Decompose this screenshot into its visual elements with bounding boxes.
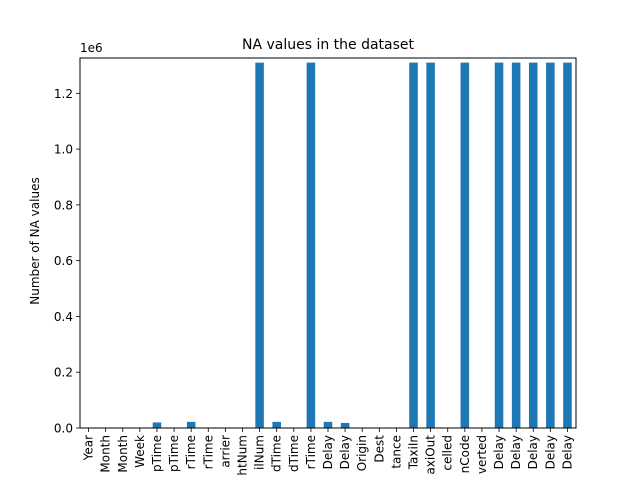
bar xyxy=(511,62,521,428)
x-tick-label: TaxiIn xyxy=(407,435,421,470)
y-tick-label: 1.2 xyxy=(54,87,73,101)
x-tick-label: Delay xyxy=(321,435,335,469)
x-tick-label: ilNum xyxy=(253,435,267,470)
bar xyxy=(426,62,435,428)
bar xyxy=(306,62,316,428)
y-scale-label: 1e6 xyxy=(80,41,103,55)
x-tick-label: rTime xyxy=(201,435,215,469)
x-tick-label: celled xyxy=(441,435,455,471)
x-tick-label: Delay xyxy=(560,435,574,469)
x-tick-label: arrier xyxy=(218,435,232,468)
x-tick-label: Delay xyxy=(338,435,352,469)
x-tick-label: rTime xyxy=(304,435,318,469)
bar xyxy=(340,422,350,428)
bar xyxy=(272,421,281,428)
bar xyxy=(255,62,264,428)
x-tick-label: axiOut xyxy=(424,435,438,475)
x-tick-label: nCode xyxy=(458,435,472,473)
bar xyxy=(186,421,196,428)
x-tick-label: Dest xyxy=(372,435,386,463)
bar xyxy=(460,62,470,428)
x-tick-label: Delay xyxy=(543,435,557,469)
plot-frame xyxy=(79,57,577,429)
x-tick-label: pTime xyxy=(167,435,181,472)
chart-title: NA values in the dataset xyxy=(242,37,415,53)
y-tick-label: 0.2 xyxy=(54,366,73,380)
x-tick-label: pTime xyxy=(150,435,164,472)
x-tick-label: Week xyxy=(133,435,147,468)
bar xyxy=(494,62,504,428)
x-tick-label: htNum xyxy=(235,435,249,476)
x-tick-label: Month xyxy=(116,435,130,473)
x-tick-label: Origin xyxy=(355,435,369,471)
bar xyxy=(546,62,555,428)
x-tick-label: dTime xyxy=(287,435,301,472)
bar xyxy=(409,62,418,428)
y-axis-label: Number of NA values xyxy=(28,177,42,304)
x-tick-label: Delay xyxy=(509,435,523,469)
bars xyxy=(152,62,572,428)
y-tick-label: 0.0 xyxy=(54,422,73,436)
bar xyxy=(528,62,538,428)
x-tick-label: dTime xyxy=(270,435,284,472)
y-tick-label: 0.8 xyxy=(54,198,73,212)
x-axis-ticks: Year Month Month Week pTime pTime rTime rTime ar… xyxy=(82,428,574,476)
bar xyxy=(323,421,333,428)
y-tick-label: 1.0 xyxy=(54,143,73,157)
bar xyxy=(152,422,162,428)
x-tick-label: verted xyxy=(475,435,489,474)
x-tick-label: tance xyxy=(389,435,403,469)
x-tick-label: Month xyxy=(99,435,113,473)
x-tick-label: Delay xyxy=(526,435,540,469)
y-tick-label: 0.4 xyxy=(54,310,73,324)
x-tick-label: Delay xyxy=(492,435,506,469)
bar xyxy=(563,62,572,428)
x-tick-label: rTime xyxy=(184,435,198,469)
x-tick-label: Year xyxy=(82,435,96,461)
y-axis-ticks: 0.0 0.2 0.4 0.6 0.8 1.0 1.2 xyxy=(54,87,80,436)
y-tick-label: 0.6 xyxy=(54,254,73,268)
